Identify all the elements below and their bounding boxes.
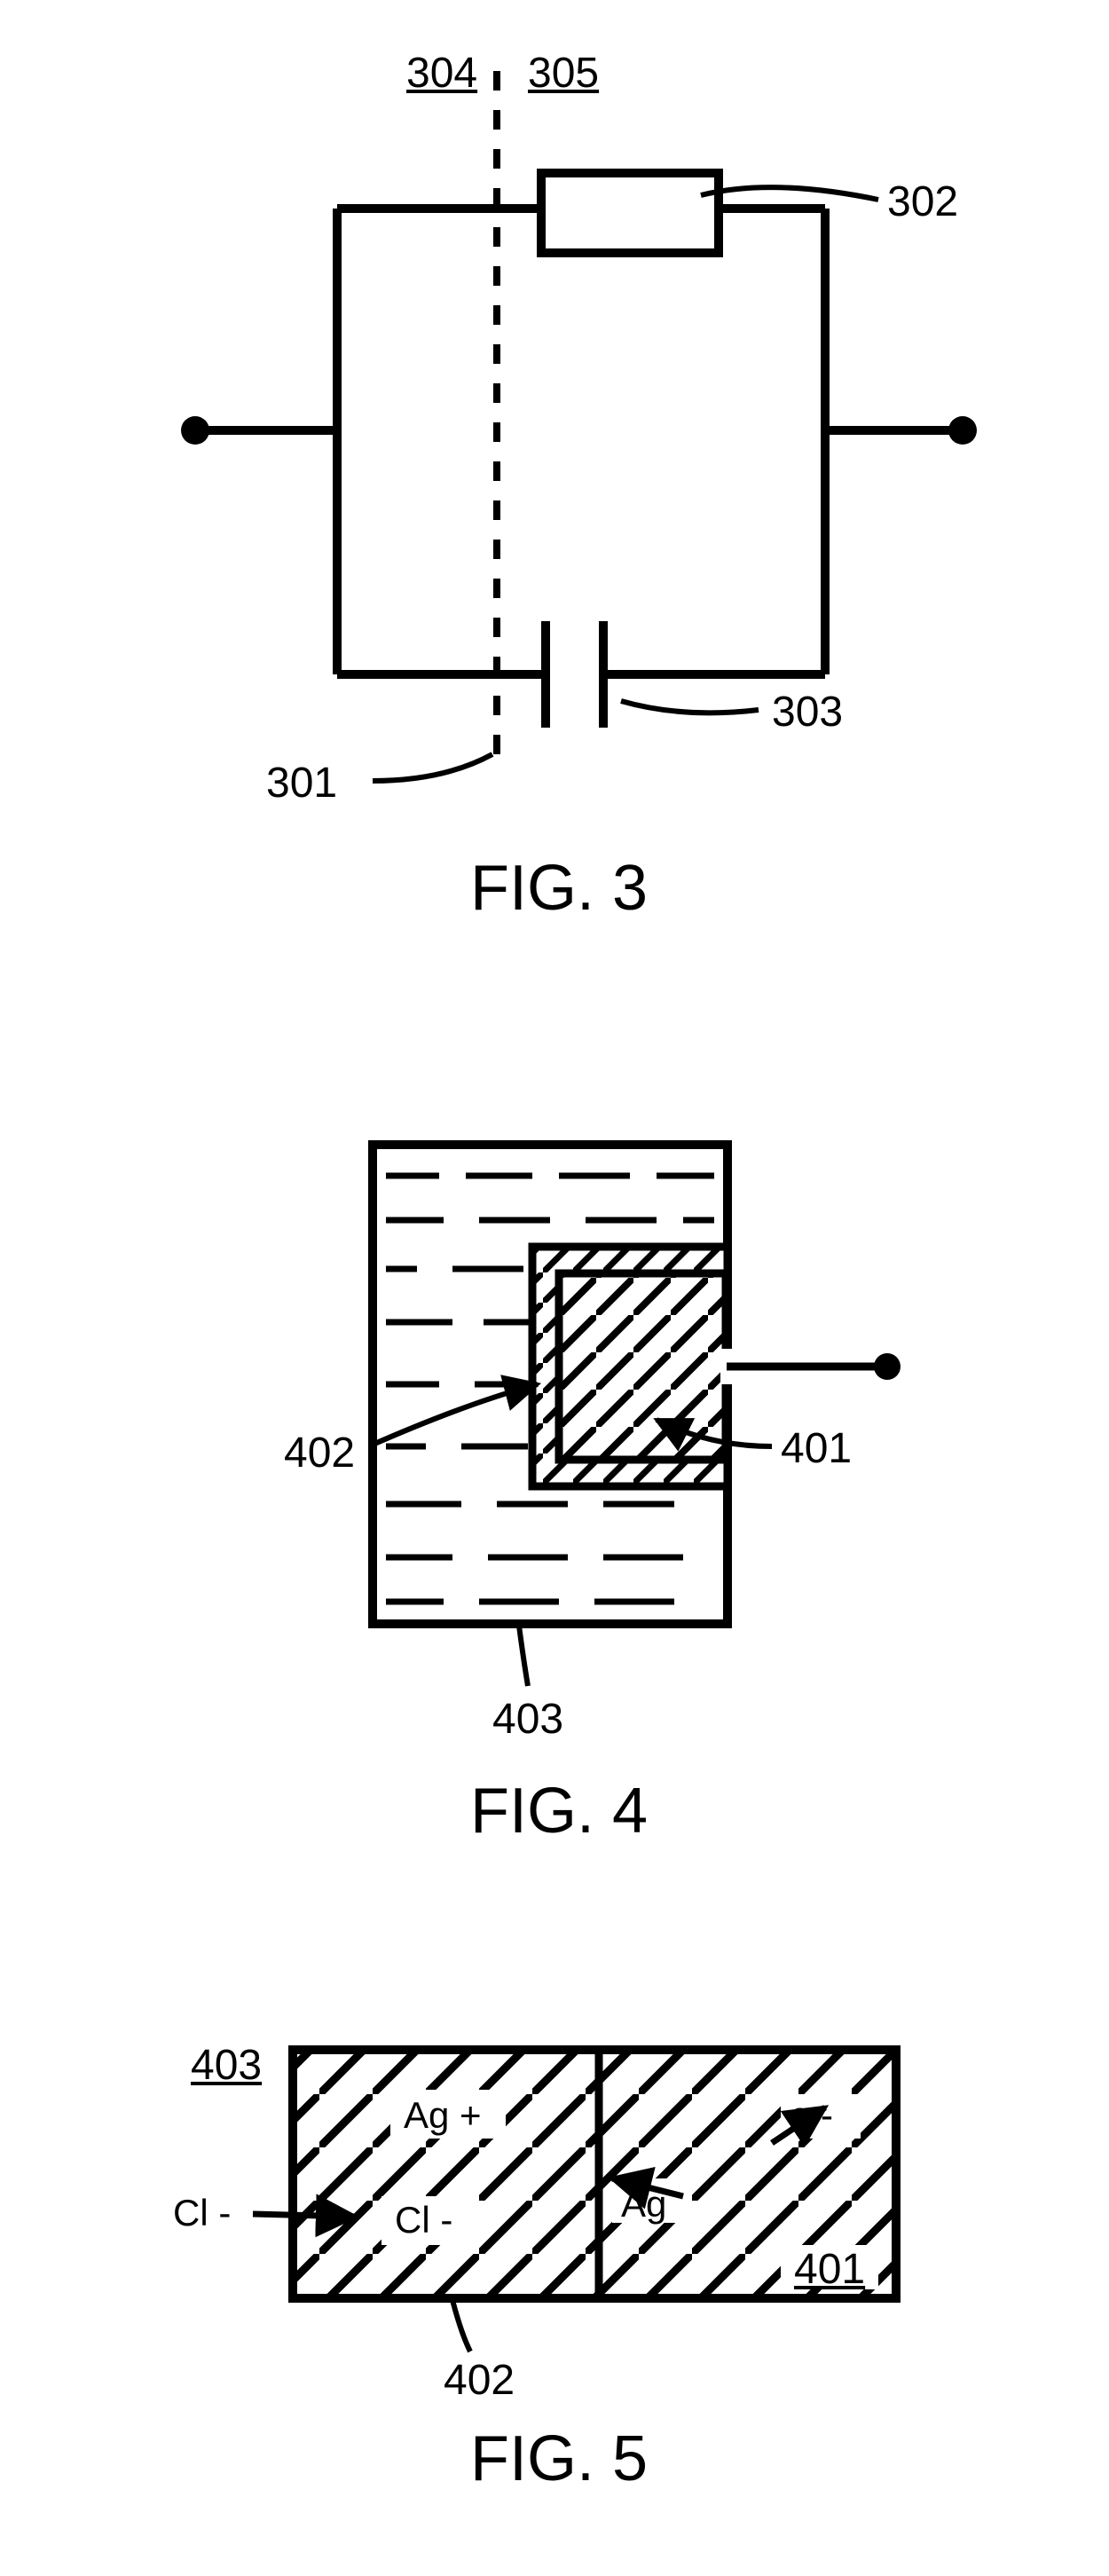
- fig4-label-403: 403: [492, 1695, 563, 1744]
- fig3-label-304: 304: [406, 49, 477, 98]
- fig4-title: FIG. 4: [470, 1775, 648, 1847]
- fig3-label-305: 305: [528, 49, 599, 98]
- fig3-label-303: 303: [772, 688, 843, 737]
- fig3-label-301: 301: [266, 759, 337, 807]
- page: 304 305 302 303 301 FIG. 3: [0, 0, 1109, 2576]
- fig5-label-agplus: Ag +: [404, 2094, 482, 2137]
- fig5-label-clminus-in: Cl -: [395, 2199, 452, 2241]
- fig5-label-403: 403: [191, 2041, 262, 2090]
- fig4-label-402: 402: [284, 1429, 355, 1477]
- fig3-title: FIG. 3: [470, 852, 648, 925]
- fig5-label-clminus-out: Cl -: [173, 2192, 231, 2234]
- fig4-label-401: 401: [781, 1424, 852, 1473]
- fig3-label-302: 302: [887, 177, 958, 226]
- fig5-diagram: [0, 1988, 1109, 2485]
- fig5-title: FIG. 5: [470, 2422, 648, 2495]
- fig5-label-eminus: e -: [790, 2094, 833, 2137]
- fig5-label-402: 402: [444, 2356, 515, 2405]
- fig3-diagram: [0, 0, 1109, 976]
- fig5-label-401: 401: [794, 2245, 865, 2294]
- fig5-label-ag: Ag: [621, 2183, 666, 2225]
